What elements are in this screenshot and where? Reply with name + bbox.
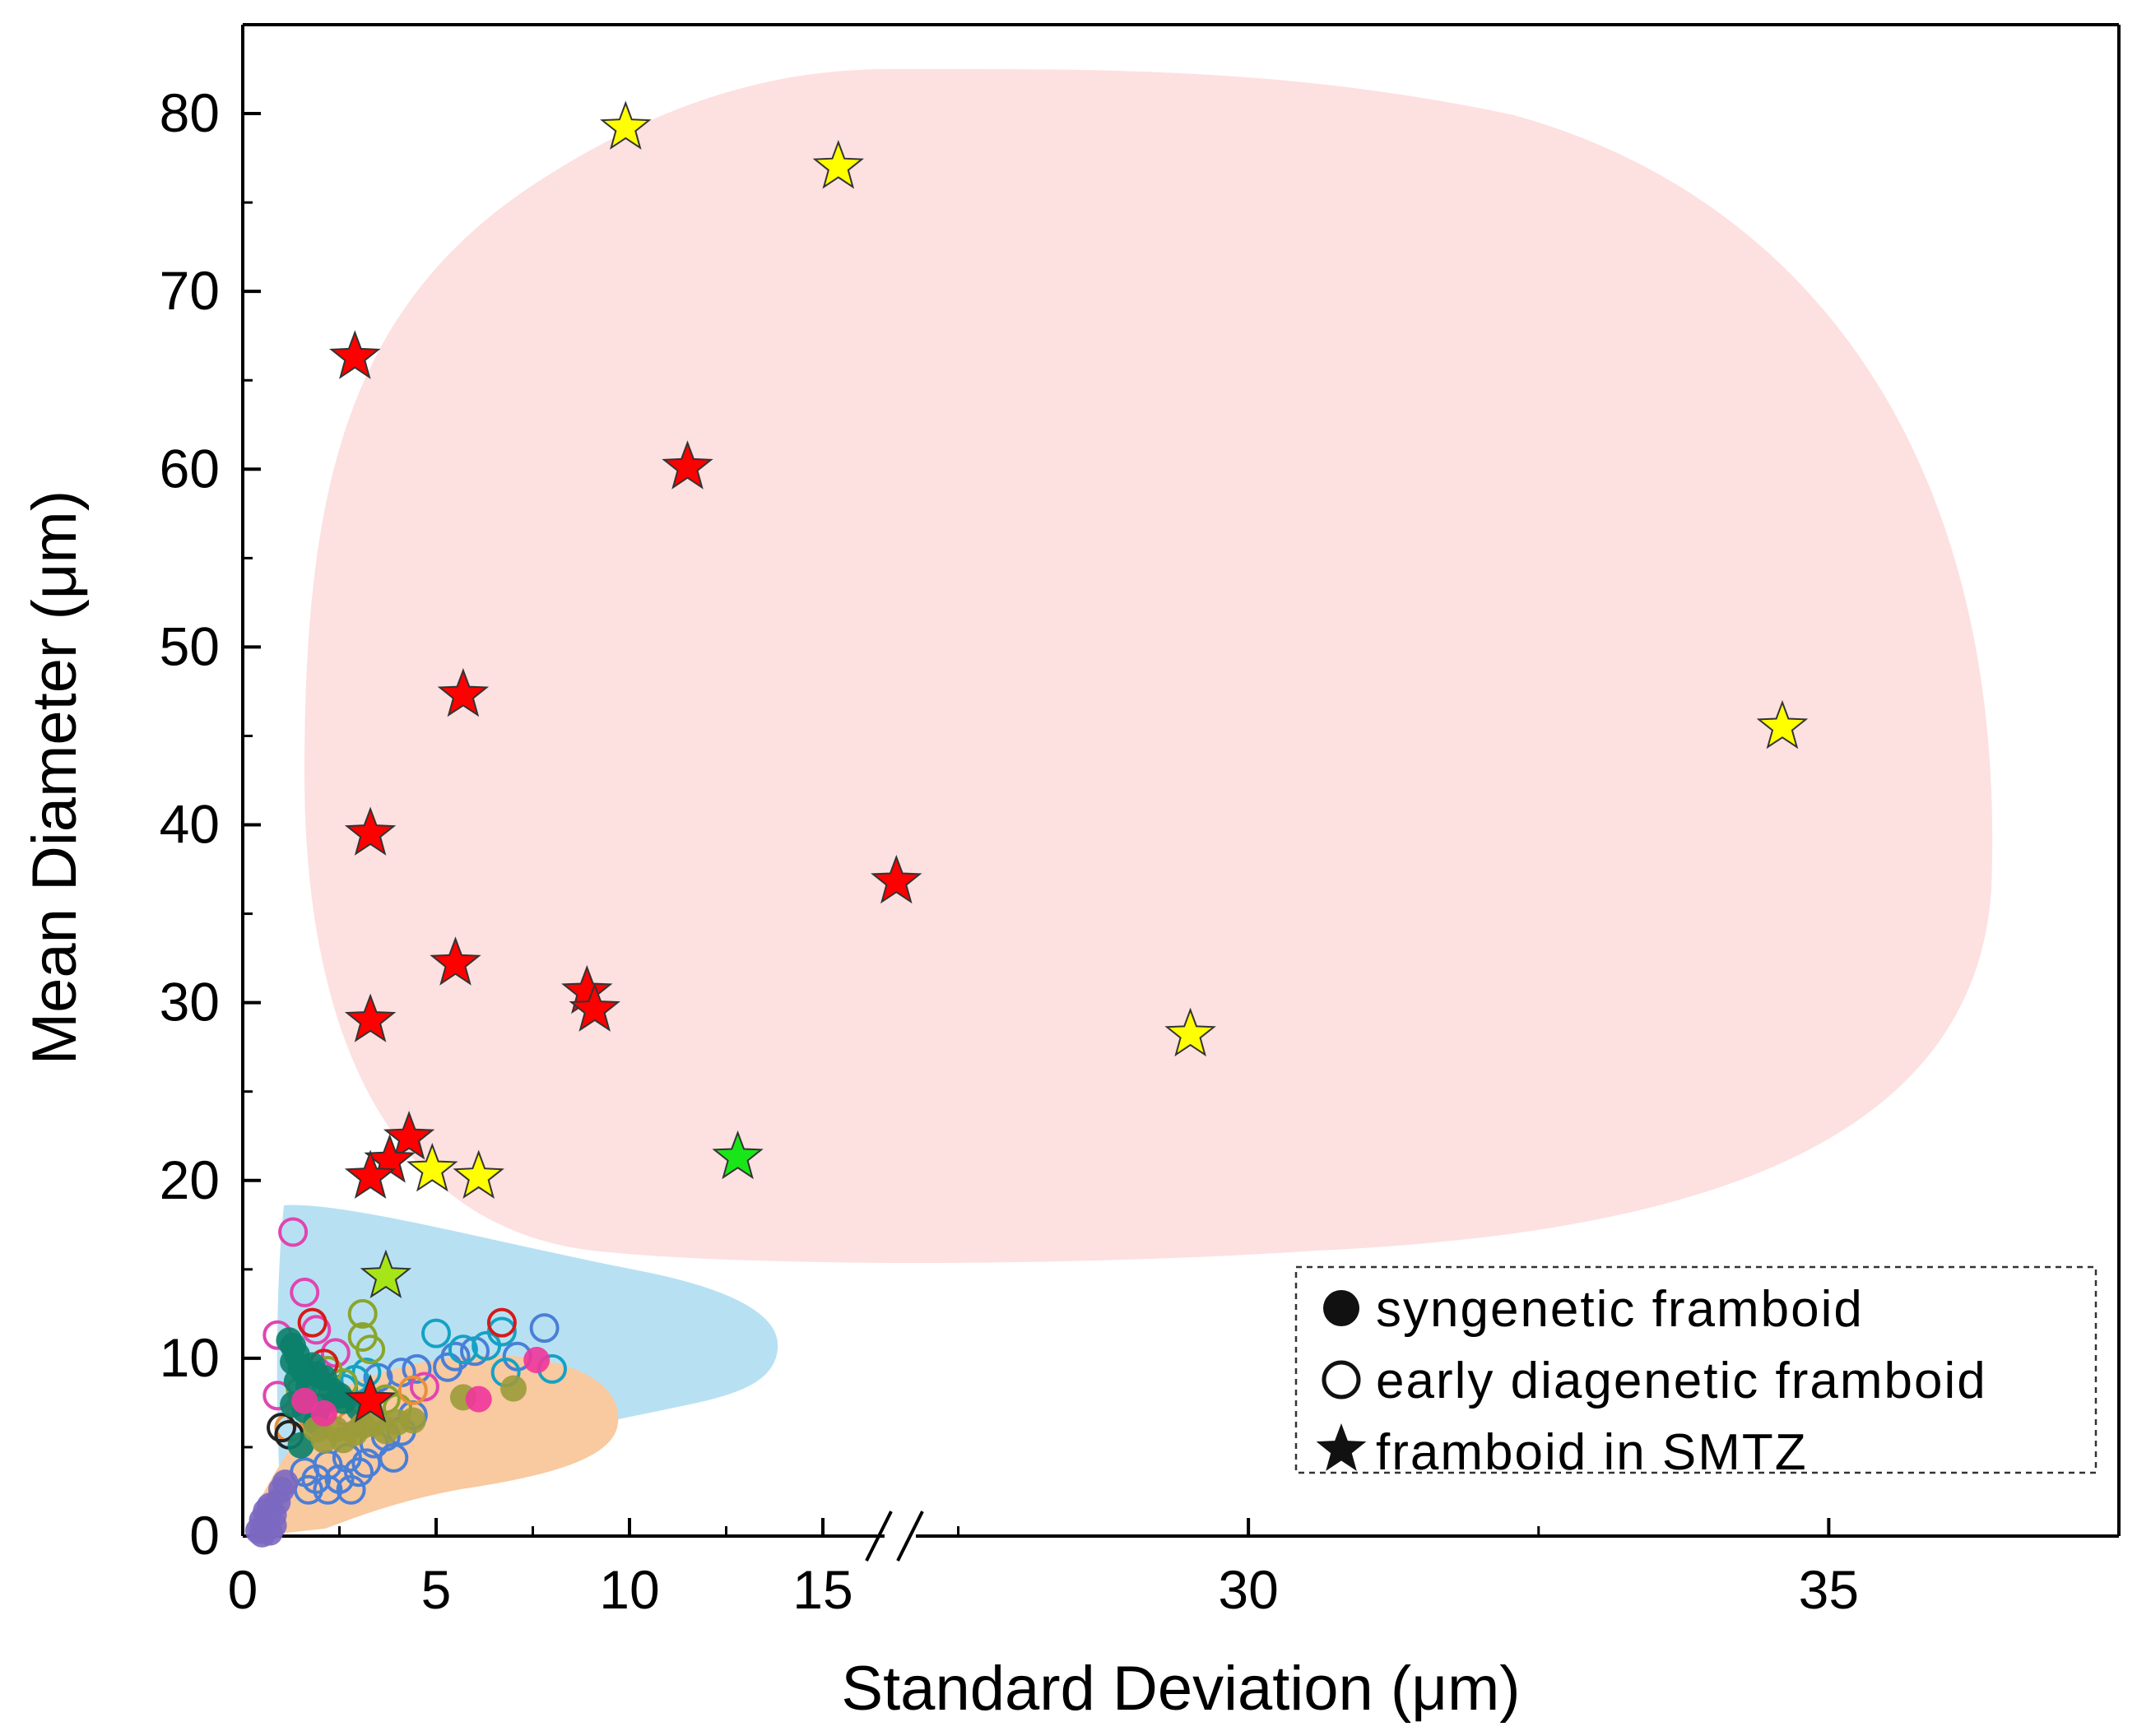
y-axis-title: Mean Diameter (μm) — [20, 490, 90, 1065]
y-tick-label: 70 — [160, 260, 220, 321]
legend: syngenetic framboid early diagenetic fram… — [1294, 1265, 2098, 1481]
star-marker — [406, 1142, 458, 1192]
open-circle-marker — [440, 1341, 471, 1372]
star-marker — [1164, 1007, 1216, 1057]
star-marker — [344, 993, 397, 1042]
legend-open-circle-icon — [1322, 1360, 1361, 1399]
y-tick-label: 50 — [160, 615, 220, 676]
open-circle-marker — [379, 1442, 409, 1473]
filled-circle-marker — [500, 1375, 527, 1402]
star-marker — [437, 667, 490, 717]
legend-label: early diagenetic framboid — [1376, 1353, 1987, 1409]
legend-label: framboid in SMTZ — [1376, 1424, 1808, 1481]
points-layer — [244, 100, 1809, 1548]
y-tick-label: 40 — [160, 794, 220, 855]
x-tick-label: 10 — [599, 1559, 659, 1620]
open-circle-marker — [297, 1307, 328, 1338]
x-tick-label: 0 — [228, 1559, 258, 1620]
star-marker — [360, 1249, 412, 1298]
open-circle-marker — [351, 1448, 382, 1478]
open-circle-marker — [344, 1457, 374, 1488]
open-circle-marker — [529, 1313, 560, 1344]
x-axis-title: Standard Deviation (μm) — [841, 1654, 1520, 1724]
filled-circle-marker — [272, 1469, 299, 1497]
star-marker — [329, 330, 381, 379]
open-circle-marker — [313, 1474, 343, 1505]
star-marker — [344, 1373, 397, 1423]
open-circle-marker — [336, 1474, 366, 1505]
axis-break-mark-right — [896, 1511, 924, 1562]
x-tick-label: 5 — [421, 1559, 452, 1620]
star-marker — [662, 440, 713, 490]
star-marker — [383, 1111, 435, 1160]
labels-layer: 0 10 20 30 40 50 60 70 80 0 5 10 15 30 35 Standard Devi… — [20, 82, 1859, 1724]
x-tick-label: 35 — [1799, 1559, 1859, 1620]
filled-circle-marker — [310, 1399, 337, 1427]
star-marker — [812, 140, 865, 189]
y-tick-label: 20 — [160, 1149, 220, 1210]
open-circle-marker — [397, 1375, 428, 1405]
x-tick-label: 15 — [792, 1559, 852, 1620]
filled-circle-marker — [465, 1386, 492, 1413]
star-marker — [569, 982, 620, 1032]
filled-circle-marker — [523, 1347, 551, 1374]
star-marker — [453, 1149, 504, 1200]
star-marker — [871, 854, 922, 904]
filled-circle-marker — [260, 1512, 287, 1539]
star-marker — [600, 100, 652, 150]
legend-box — [1294, 1265, 2098, 1474]
open-circle-marker — [347, 1298, 378, 1329]
y-tick-label: 0 — [189, 1505, 220, 1566]
star-marker — [1756, 699, 1809, 750]
open-circle-marker — [448, 1334, 478, 1365]
y-tick-label: 10 — [160, 1327, 220, 1388]
open-circle-marker — [347, 1321, 378, 1352]
axes-layer — [241, 23, 2121, 1562]
star-marker — [712, 1130, 764, 1180]
filled-circle-marker — [399, 1407, 426, 1434]
open-circle-marker — [409, 1372, 439, 1402]
star-marker — [344, 1149, 397, 1200]
star-marker — [430, 936, 481, 986]
legend-label: syngenetic framboid — [1376, 1281, 1864, 1338]
open-circle-marker — [486, 1316, 517, 1347]
star-marker — [344, 806, 397, 856]
open-circle-marker — [278, 1217, 309, 1247]
open-circle-marker — [402, 1353, 432, 1384]
open-circle-marker — [486, 1307, 517, 1338]
open-circle-marker — [267, 1413, 296, 1443]
axis-break-mark-left — [865, 1511, 893, 1562]
y-tick-label: 80 — [160, 82, 220, 143]
smtz-region — [304, 68, 1993, 1264]
legend-filled-circle-icon — [1323, 1290, 1359, 1326]
filled-circle-marker — [291, 1387, 318, 1414]
open-circle-marker — [290, 1277, 320, 1307]
x-tick-label: 30 — [1218, 1559, 1278, 1620]
legend-star-icon — [1316, 1423, 1367, 1471]
open-circle-marker — [421, 1318, 451, 1348]
y-tick-label: 60 — [160, 438, 220, 499]
y-tick-label: 30 — [160, 972, 220, 1033]
